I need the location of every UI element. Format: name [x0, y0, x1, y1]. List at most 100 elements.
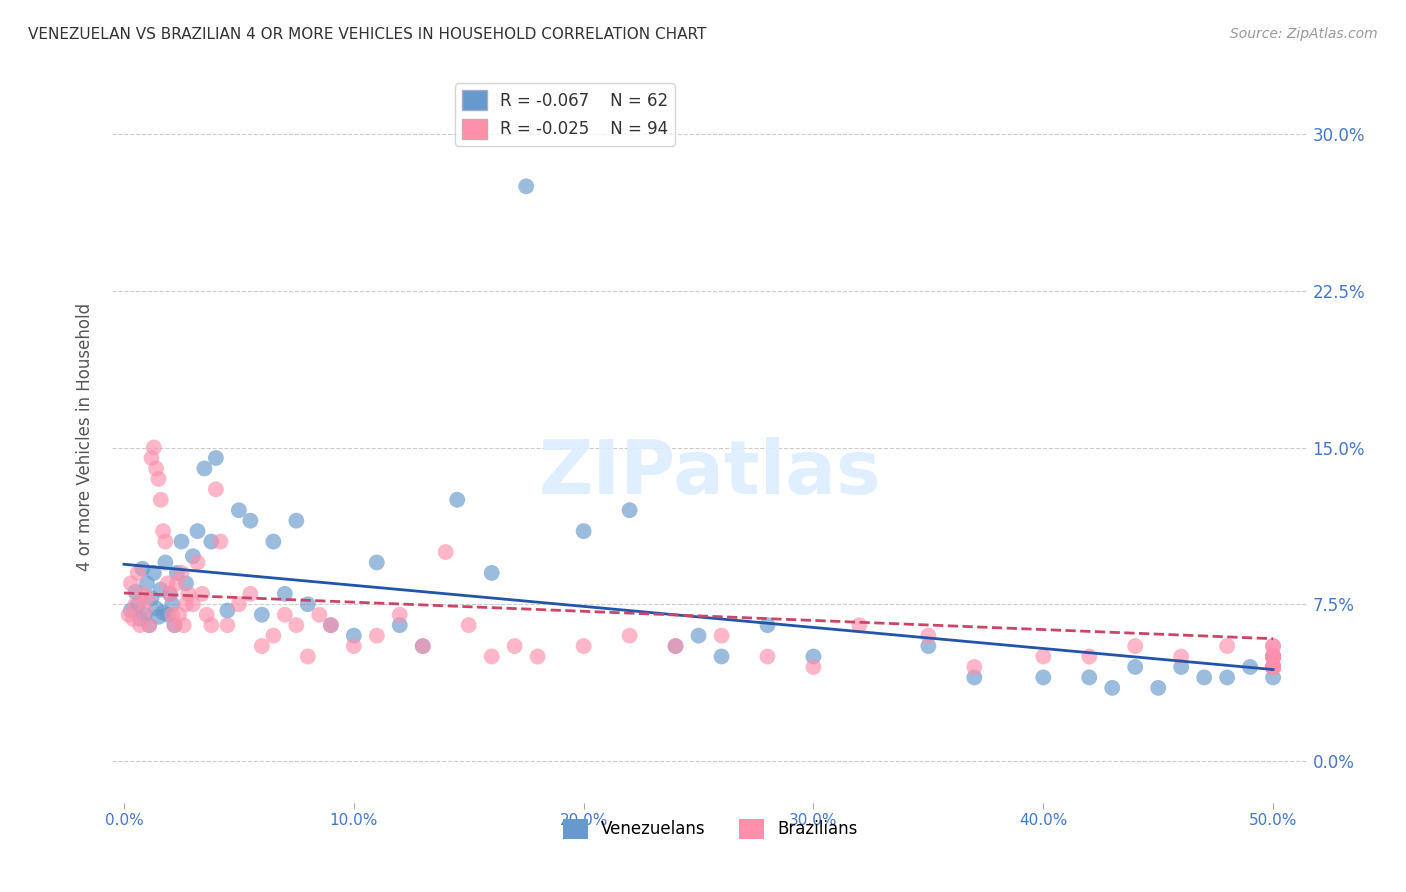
Point [145, 461, 167, 475]
Point [1239, 660, 1261, 674]
Point [138, 618, 160, 632]
Point [136, 576, 159, 591]
Point [848, 618, 870, 632]
Point [1216, 670, 1239, 684]
Point [136, 591, 159, 605]
Point [688, 629, 710, 643]
Point [1261, 660, 1284, 674]
Point [131, 587, 153, 601]
Point [228, 597, 250, 611]
Point [1261, 649, 1284, 664]
Point [1261, 660, 1284, 674]
Point [1123, 639, 1146, 653]
Point [1261, 660, 1284, 674]
Point [186, 524, 208, 538]
Point [1261, 660, 1284, 674]
Point [159, 587, 181, 601]
Point [131, 562, 153, 576]
Point [285, 514, 308, 528]
Point [664, 639, 686, 653]
Point [166, 566, 188, 580]
Point [1261, 649, 1284, 664]
Point [1261, 639, 1284, 653]
Text: VENEZUELAN VS BRAZILIAN 4 OR MORE VEHICLES IN HOUSEHOLD CORRELATION CHART: VENEZUELAN VS BRAZILIAN 4 OR MORE VEHICL… [28, 27, 706, 42]
Y-axis label: 4 or more Vehicles in Household: 4 or more Vehicles in Household [76, 303, 94, 571]
Point [710, 629, 733, 643]
Point [1261, 639, 1284, 653]
Point [963, 670, 986, 684]
Point [1261, 649, 1284, 664]
Point [142, 566, 165, 580]
Point [156, 576, 179, 591]
Point [228, 503, 250, 517]
Point [343, 639, 366, 653]
Point [181, 597, 204, 611]
Point [366, 629, 388, 643]
Point [917, 639, 939, 653]
Point [619, 629, 641, 643]
Point [142, 441, 165, 455]
Point [1261, 660, 1284, 674]
Point [1261, 660, 1284, 674]
Point [366, 556, 388, 570]
Point [1261, 660, 1284, 674]
Point [134, 607, 156, 622]
Point [1261, 660, 1284, 674]
Point [163, 618, 186, 632]
Point [1261, 649, 1284, 664]
Point [200, 534, 222, 549]
Point [756, 649, 779, 664]
Point [572, 639, 595, 653]
Point [1261, 660, 1284, 674]
Point [166, 576, 188, 591]
Point [1032, 649, 1054, 664]
Point [163, 618, 186, 632]
Point [412, 639, 434, 653]
Point [195, 607, 218, 622]
Point [1261, 649, 1284, 664]
Point [141, 591, 163, 605]
Point [803, 649, 825, 664]
Point [162, 607, 183, 622]
Legend: Venezuelans, Brazilians: Venezuelans, Brazilians [555, 812, 865, 846]
Point [297, 649, 319, 664]
Point [1192, 670, 1215, 684]
Point [756, 618, 779, 632]
Point [174, 576, 197, 591]
Point [481, 649, 503, 664]
Point [434, 545, 457, 559]
Point [262, 629, 284, 643]
Point [120, 603, 142, 617]
Point [412, 639, 434, 653]
Point [262, 534, 284, 549]
Point [1123, 660, 1146, 674]
Point [457, 618, 479, 632]
Point [1261, 649, 1284, 664]
Point [917, 629, 939, 643]
Point [1078, 649, 1101, 664]
Point [174, 597, 197, 611]
Point [138, 618, 160, 632]
Point [239, 587, 262, 601]
Point [134, 603, 156, 617]
Point [572, 524, 595, 538]
Point [177, 587, 200, 601]
Point [162, 597, 183, 611]
Point [155, 534, 177, 549]
Point [1261, 649, 1284, 664]
Point [170, 566, 193, 580]
Text: Source: ZipAtlas.com: Source: ZipAtlas.com [1230, 27, 1378, 41]
Point [1261, 649, 1284, 664]
Point [186, 556, 208, 570]
Point [446, 492, 468, 507]
Point [274, 607, 297, 622]
Point [145, 601, 167, 615]
Point [1147, 681, 1170, 695]
Point [1261, 649, 1284, 664]
Point [710, 649, 733, 664]
Point [1261, 649, 1284, 664]
Point [664, 639, 686, 653]
Point [209, 534, 232, 549]
Point [124, 584, 146, 599]
Point [239, 514, 262, 528]
